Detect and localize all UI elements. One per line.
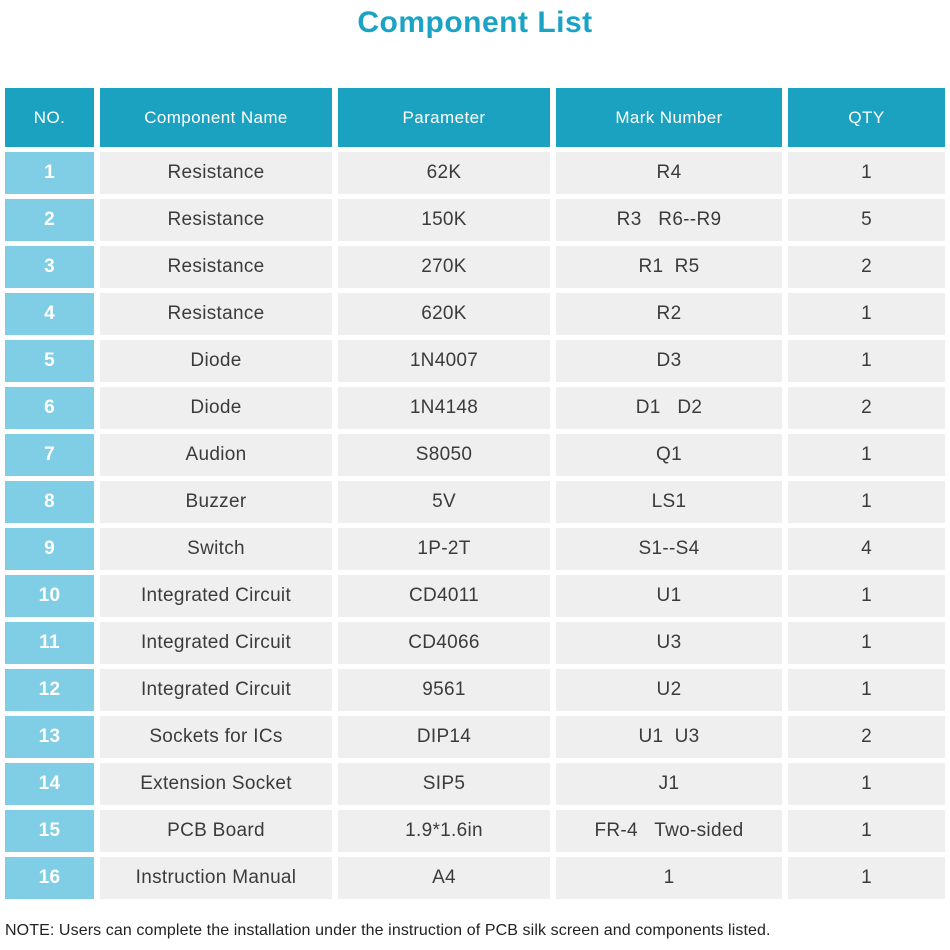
cell-component-name: Diode bbox=[100, 387, 332, 429]
cell-component-name: Resistance bbox=[100, 293, 332, 335]
cell-no: 14 bbox=[5, 763, 94, 805]
cell-parameter: 62K bbox=[338, 152, 550, 194]
cell-component-name: Integrated Circuit bbox=[100, 669, 332, 711]
cell-mark-number: 1 bbox=[556, 857, 782, 899]
cell-qty: 2 bbox=[788, 716, 945, 758]
cell-mark-number: R1 R5 bbox=[556, 246, 782, 288]
cell-qty: 1 bbox=[788, 669, 945, 711]
cell-qty: 4 bbox=[788, 528, 945, 570]
cell-qty: 1 bbox=[788, 434, 945, 476]
cell-component-name: Buzzer bbox=[100, 481, 332, 523]
cell-mark-number: R4 bbox=[556, 152, 782, 194]
component-table: NO. Component Name Parameter Mark Number QTY… bbox=[5, 88, 945, 899]
cell-component-name: Audion bbox=[100, 434, 332, 476]
table-header-cell: Mark Number bbox=[556, 88, 782, 147]
cell-parameter: CD4011 bbox=[338, 575, 550, 617]
cell-component-name: Extension Socket bbox=[100, 763, 332, 805]
cell-parameter: A4 bbox=[338, 857, 550, 899]
cell-component-name: PCB Board bbox=[100, 810, 332, 852]
cell-mark-number: U2 bbox=[556, 669, 782, 711]
cell-parameter: SIP5 bbox=[338, 763, 550, 805]
cell-qty: 1 bbox=[788, 810, 945, 852]
cell-parameter: 1N4007 bbox=[338, 340, 550, 382]
cell-parameter: S8050 bbox=[338, 434, 550, 476]
cell-qty: 5 bbox=[788, 199, 945, 241]
cell-mark-number: S1--S4 bbox=[556, 528, 782, 570]
cell-parameter: 5V bbox=[338, 481, 550, 523]
cell-qty: 2 bbox=[788, 246, 945, 288]
table-header-cell: QTY bbox=[788, 88, 945, 147]
cell-component-name: Diode bbox=[100, 340, 332, 382]
cell-parameter: CD4066 bbox=[338, 622, 550, 664]
table-header-cell: Parameter bbox=[338, 88, 550, 147]
cell-parameter: DIP14 bbox=[338, 716, 550, 758]
cell-mark-number: R2 bbox=[556, 293, 782, 335]
cell-mark-number: R3 R6--R9 bbox=[556, 199, 782, 241]
cell-no: 11 bbox=[5, 622, 94, 664]
cell-parameter: 1P-2T bbox=[338, 528, 550, 570]
cell-mark-number: J1 bbox=[556, 763, 782, 805]
cell-mark-number: D3 bbox=[556, 340, 782, 382]
cell-no: 16 bbox=[5, 857, 94, 899]
cell-no: 6 bbox=[5, 387, 94, 429]
cell-no: 10 bbox=[5, 575, 94, 617]
cell-qty: 1 bbox=[788, 857, 945, 899]
cell-mark-number: U1 bbox=[556, 575, 782, 617]
cell-component-name: Integrated Circuit bbox=[100, 622, 332, 664]
cell-qty: 1 bbox=[788, 340, 945, 382]
cell-component-name: Resistance bbox=[100, 199, 332, 241]
cell-mark-number: U3 bbox=[556, 622, 782, 664]
cell-parameter: 1N4148 bbox=[338, 387, 550, 429]
cell-no: 3 bbox=[5, 246, 94, 288]
cell-qty: 1 bbox=[788, 152, 945, 194]
cell-component-name: Instruction Manual bbox=[100, 857, 332, 899]
cell-no: 5 bbox=[5, 340, 94, 382]
cell-no: 12 bbox=[5, 669, 94, 711]
cell-no: 8 bbox=[5, 481, 94, 523]
cell-no: 9 bbox=[5, 528, 94, 570]
cell-qty: 1 bbox=[788, 763, 945, 805]
note-text: NOTE: Users can complete the installatio… bbox=[5, 922, 771, 939]
cell-component-name: Integrated Circuit bbox=[100, 575, 332, 617]
cell-mark-number: LS1 bbox=[556, 481, 782, 523]
cell-parameter: 150K bbox=[338, 199, 550, 241]
page-title: Component List bbox=[357, 6, 593, 39]
cell-no: 7 bbox=[5, 434, 94, 476]
cell-parameter: 270K bbox=[338, 246, 550, 288]
cell-qty: 1 bbox=[788, 575, 945, 617]
cell-qty: 1 bbox=[788, 481, 945, 523]
cell-qty: 1 bbox=[788, 622, 945, 664]
table-header-cell: Component Name bbox=[100, 88, 332, 147]
cell-component-name: Resistance bbox=[100, 246, 332, 288]
cell-qty: 2 bbox=[788, 387, 945, 429]
cell-no: 1 bbox=[5, 152, 94, 194]
table-header-cell: NO. bbox=[5, 88, 94, 147]
cell-mark-number: U1 U3 bbox=[556, 716, 782, 758]
cell-no: 13 bbox=[5, 716, 94, 758]
cell-component-name: Switch bbox=[100, 528, 332, 570]
cell-parameter: 9561 bbox=[338, 669, 550, 711]
cell-mark-number: Q1 bbox=[556, 434, 782, 476]
cell-component-name: Sockets for ICs bbox=[100, 716, 332, 758]
cell-qty: 1 bbox=[788, 293, 945, 335]
cell-no: 4 bbox=[5, 293, 94, 335]
cell-parameter: 620K bbox=[338, 293, 550, 335]
cell-no: 2 bbox=[5, 199, 94, 241]
cell-mark-number: FR-4 Two-sided bbox=[556, 810, 782, 852]
cell-component-name: Resistance bbox=[100, 152, 332, 194]
cell-parameter: 1.9*1.6in bbox=[338, 810, 550, 852]
cell-mark-number: D1 D2 bbox=[556, 387, 782, 429]
cell-no: 15 bbox=[5, 810, 94, 852]
